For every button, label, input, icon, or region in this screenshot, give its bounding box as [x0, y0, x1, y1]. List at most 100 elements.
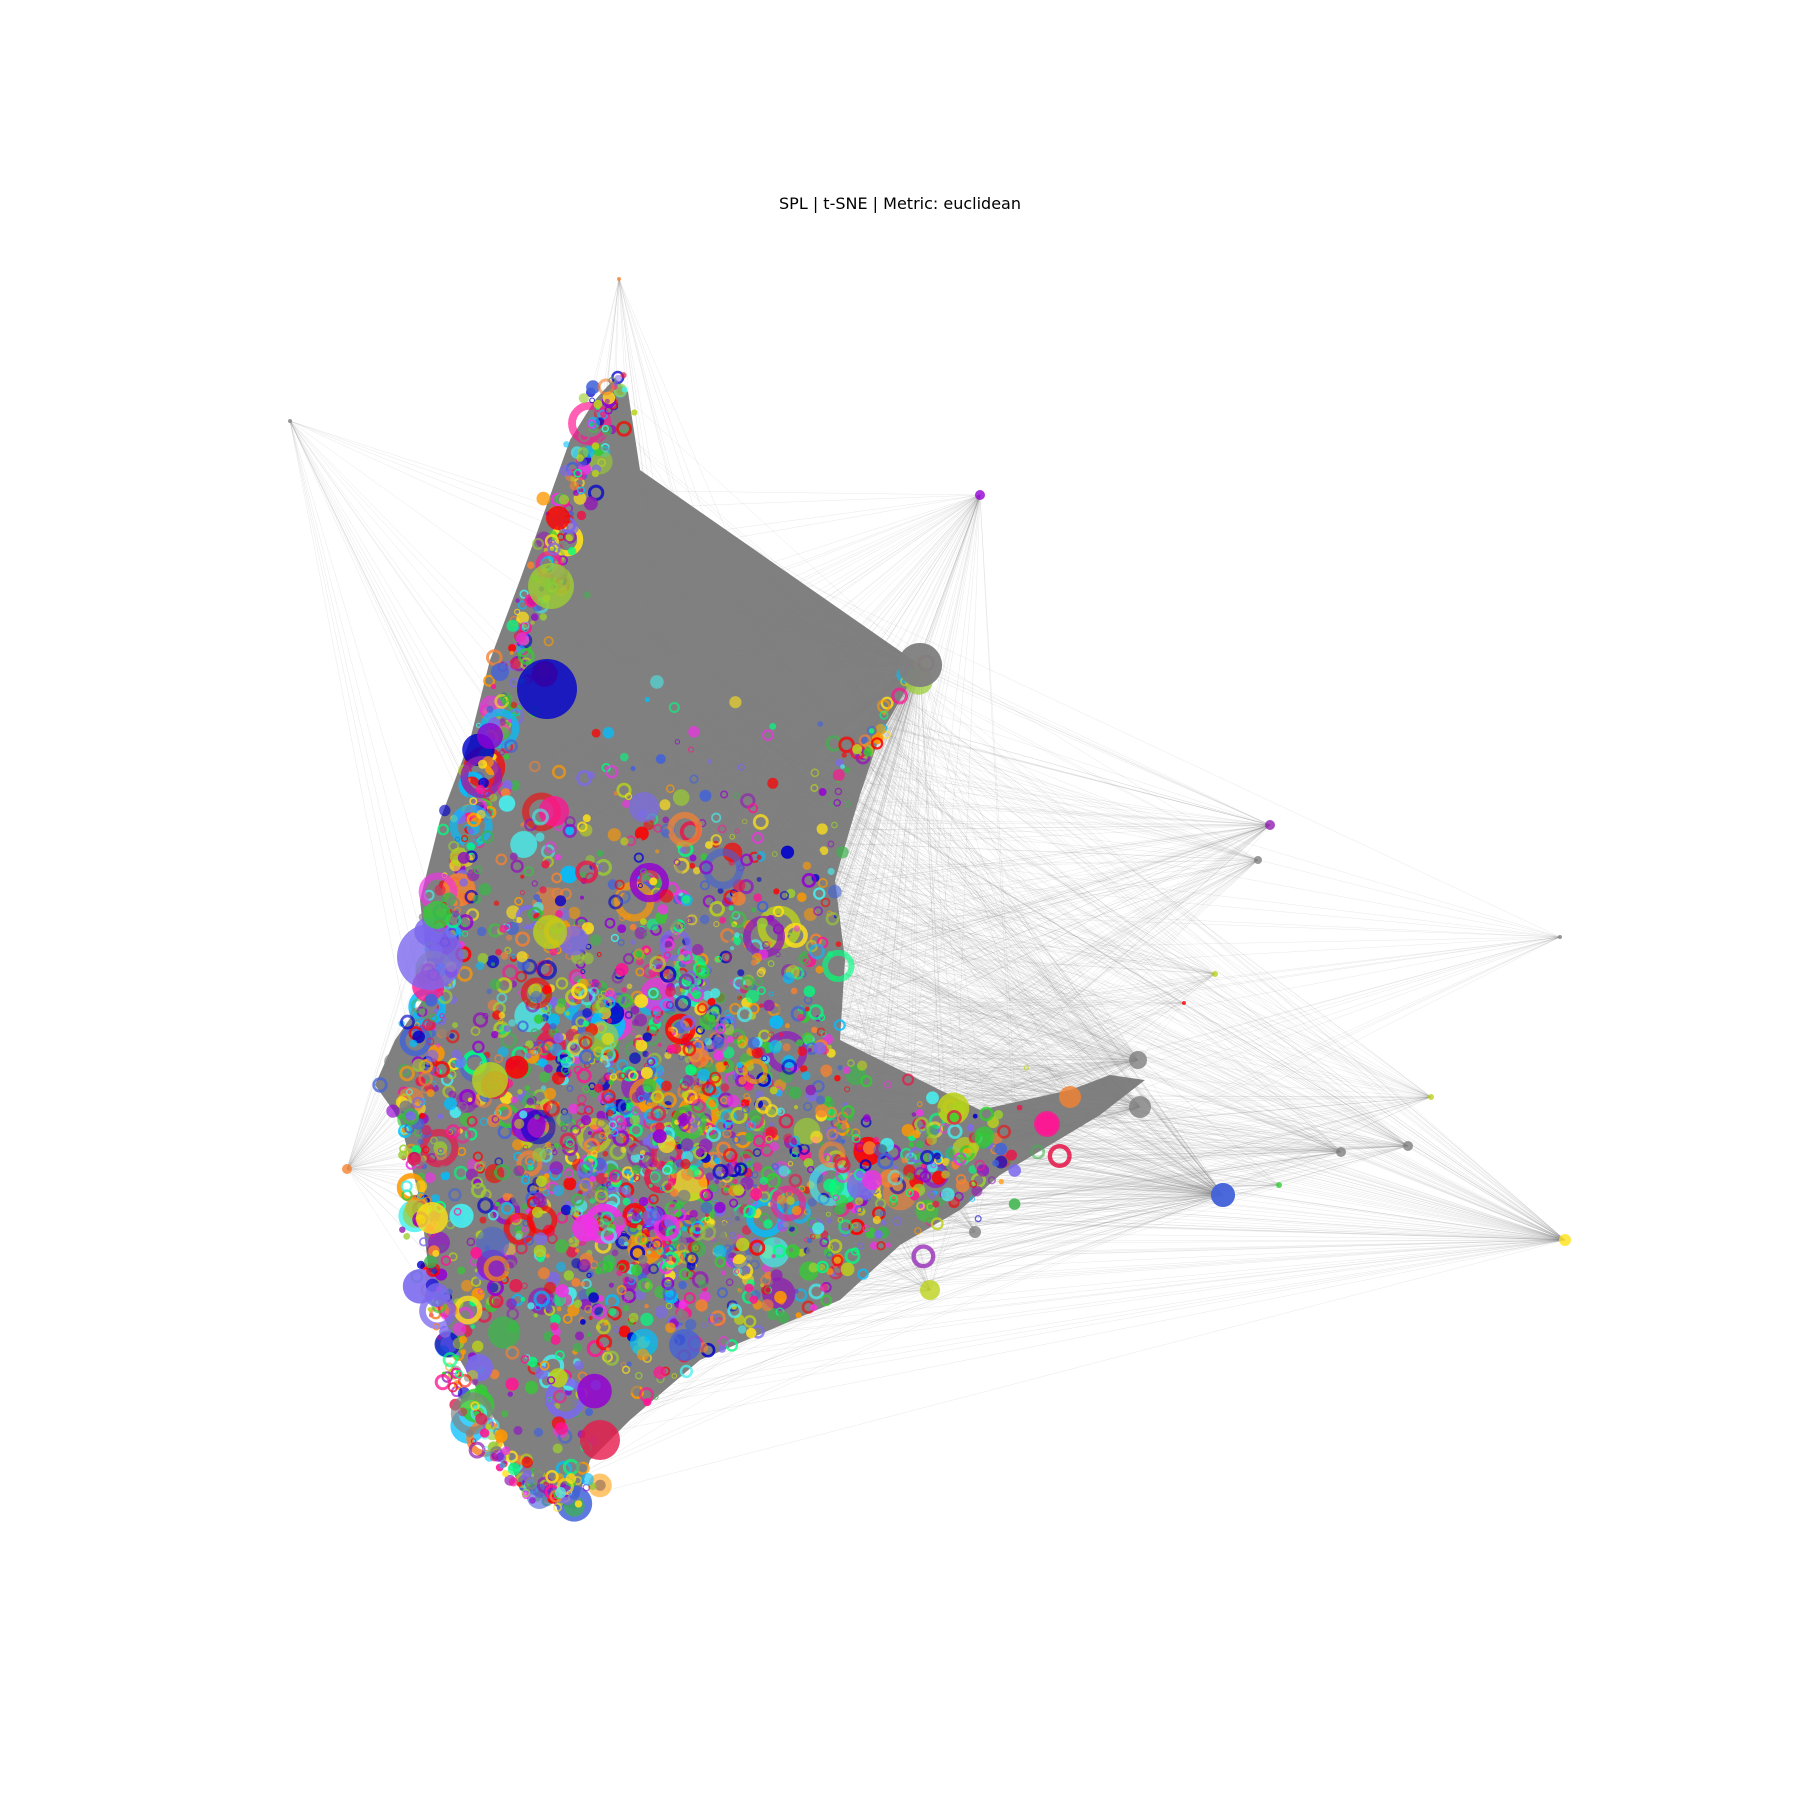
node — [657, 904, 668, 915]
node — [621, 987, 627, 993]
node — [512, 1139, 524, 1151]
edge — [475, 850, 1224, 1196]
node — [998, 1178, 1004, 1185]
edge — [523, 1194, 1224, 1449]
node — [709, 1014, 716, 1021]
node — [539, 1071, 551, 1083]
edge — [767, 715, 1141, 1108]
edge — [877, 664, 921, 1133]
node — [729, 696, 742, 709]
edge — [554, 802, 1224, 1196]
edge — [751, 664, 921, 778]
node — [634, 994, 649, 1008]
edge — [915, 494, 981, 667]
node — [470, 1324, 476, 1330]
edge — [919, 664, 976, 1164]
edge — [739, 664, 921, 771]
node — [536, 491, 551, 506]
node — [863, 747, 873, 757]
edge — [743, 954, 1139, 1061]
edge — [611, 494, 981, 1177]
edge — [691, 859, 1259, 1283]
edge — [584, 535, 1141, 1108]
node — [726, 1035, 734, 1044]
node — [795, 1312, 802, 1319]
node — [816, 823, 828, 835]
edge — [782, 1068, 1566, 1241]
edge — [508, 1239, 1566, 1430]
edge — [860, 1059, 1139, 1083]
edge — [735, 756, 1271, 826]
edge — [681, 503, 1259, 861]
edge — [673, 876, 1141, 1108]
node — [434, 884, 446, 896]
node — [873, 1136, 880, 1143]
edge — [773, 599, 1141, 1108]
edge — [766, 664, 921, 784]
edge — [561, 494, 981, 711]
node — [661, 1153, 671, 1163]
node — [526, 1097, 535, 1106]
edge — [805, 664, 921, 876]
edge — [785, 997, 1224, 1196]
node — [556, 1306, 562, 1312]
node — [906, 1172, 915, 1181]
node — [574, 1360, 584, 1371]
edge — [498, 824, 1271, 1045]
edge — [634, 464, 1224, 1196]
node — [611, 1249, 619, 1257]
edge — [486, 1239, 1566, 1355]
edge — [599, 821, 1271, 826]
node — [604, 1173, 609, 1178]
node — [689, 1216, 697, 1224]
edge — [798, 824, 1271, 978]
edge — [601, 494, 981, 679]
edge — [621, 527, 1271, 826]
edge — [979, 494, 1016, 1158]
edge — [612, 384, 921, 666]
node — [583, 591, 591, 599]
node — [591, 442, 600, 450]
edge — [525, 664, 921, 815]
edge — [761, 1239, 1566, 1264]
edge — [822, 651, 1139, 1061]
edge — [957, 1121, 1224, 1196]
node — [588, 1292, 599, 1303]
edge — [515, 926, 1139, 1061]
edge — [678, 510, 1224, 1196]
node — [935, 1107, 941, 1113]
edge — [873, 732, 1224, 1196]
node — [750, 959, 758, 966]
node — [630, 939, 636, 945]
node — [635, 1039, 648, 1052]
node — [677, 1189, 691, 1203]
edge — [589, 425, 1224, 1196]
node — [476, 809, 486, 820]
node — [955, 1179, 970, 1193]
edge — [556, 682, 1139, 1061]
edge — [647, 824, 1271, 833]
edge — [499, 902, 1224, 1196]
node — [1265, 820, 1275, 830]
node — [731, 891, 746, 906]
edge — [558, 1194, 1224, 1446]
node — [629, 1114, 641, 1126]
node — [592, 1000, 606, 1014]
node — [644, 696, 650, 703]
edge — [736, 1145, 1409, 1152]
edge — [594, 824, 1271, 843]
edge — [998, 1157, 1566, 1241]
node — [460, 1349, 467, 1355]
edge — [660, 664, 921, 764]
node — [499, 1462, 506, 1469]
node — [587, 1131, 592, 1135]
edge — [784, 824, 1271, 909]
edge — [544, 644, 921, 666]
node — [911, 1112, 917, 1117]
node — [758, 967, 767, 975]
node — [399, 1226, 406, 1233]
node — [628, 792, 660, 823]
node — [513, 1426, 523, 1435]
edge — [680, 594, 921, 666]
